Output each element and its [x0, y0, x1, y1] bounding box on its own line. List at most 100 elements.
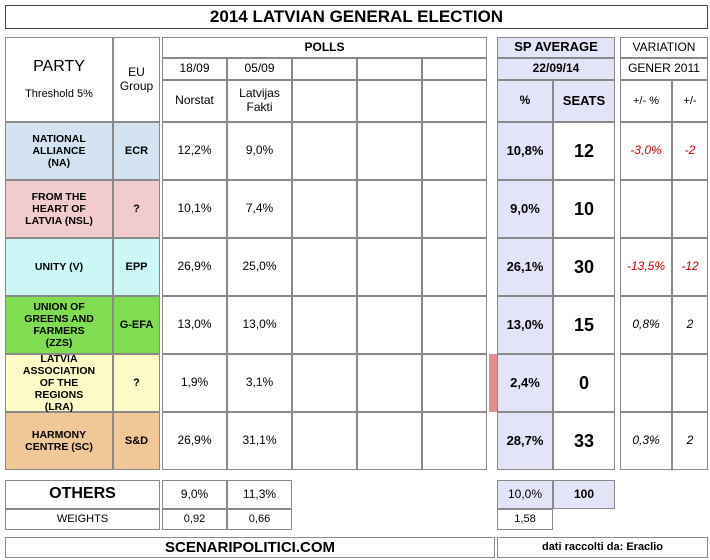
- party-name: LATVIA ASSOCIATION OF THE REGIONS (LRA): [5, 353, 113, 413]
- poll-value: 1,9%: [162, 354, 227, 412]
- poll-value: 26,9%: [162, 238, 227, 296]
- poll-value: [292, 122, 357, 180]
- var-seats: -12: [672, 238, 708, 296]
- pct-header: %: [497, 80, 553, 122]
- poll-value: 13,0%: [227, 296, 292, 354]
- seats-value: 30: [553, 238, 615, 296]
- var-pct: [620, 180, 672, 238]
- footer-credit: dati raccolti da: Eraclio: [497, 537, 708, 558]
- title: 2014 LATVIAN GENERAL ELECTION: [5, 5, 708, 29]
- party-name: UNION OF GREENS AND FARMERS (ZZS): [5, 296, 113, 354]
- var-seats: 2: [672, 412, 708, 470]
- avg-value: 13,0%: [497, 296, 553, 354]
- others-avg: 10,0%: [497, 480, 553, 509]
- pollster: [422, 80, 487, 122]
- var-pct-header: +/- %: [620, 80, 672, 122]
- variation-base: GENER 2011: [620, 58, 708, 80]
- seats-value: 33: [553, 412, 615, 470]
- avg-value: 10,8%: [497, 122, 553, 180]
- poll-value: 25,0%: [227, 238, 292, 296]
- weight: 0,66: [227, 509, 292, 530]
- eu-group: ?: [113, 180, 160, 238]
- var-pct: [620, 354, 672, 412]
- poll-value: [422, 122, 487, 180]
- others-poll: 11,3%: [227, 480, 292, 509]
- party-name: NATIONAL ALLIANCE (NA): [5, 122, 113, 180]
- poll-value: 26,9%: [162, 412, 227, 470]
- poll-value: 12,2%: [162, 122, 227, 180]
- poll-date: [357, 58, 422, 80]
- var-pct: 0,3%: [620, 412, 672, 470]
- eu-group: G-EFA: [113, 296, 160, 354]
- poll-value: 10,1%: [162, 180, 227, 238]
- poll-value: [357, 122, 422, 180]
- poll-value: [292, 412, 357, 470]
- seats-value: 12: [553, 122, 615, 180]
- eu-group: ?: [113, 354, 160, 412]
- others-label: OTHERS: [5, 480, 160, 509]
- poll-value: [422, 354, 487, 412]
- var-pct: 0,8%: [620, 296, 672, 354]
- party-label: PARTY: [33, 57, 85, 75]
- poll-date: 05/09: [227, 58, 292, 80]
- avg-value: 9,0%: [497, 180, 553, 238]
- poll-value: [292, 180, 357, 238]
- variation-header: VARIATION: [620, 37, 708, 58]
- poll-value: 13,0%: [162, 296, 227, 354]
- poll-value: [292, 238, 357, 296]
- sp-date: 22/09/14: [497, 58, 615, 80]
- var-seats: [672, 354, 708, 412]
- eu-group: S&D: [113, 412, 160, 470]
- poll-value: [422, 238, 487, 296]
- poll-value: 3,1%: [227, 354, 292, 412]
- var-pct: -3,0%: [620, 122, 672, 180]
- poll-value: [357, 412, 422, 470]
- weight: 1,58: [497, 509, 553, 530]
- poll-value: [292, 354, 357, 412]
- seats-header: SEATS: [553, 80, 615, 122]
- avg-value: 2,4%: [497, 354, 553, 412]
- party-header: PARTY Threshold 5%: [5, 37, 113, 122]
- avg-value: 28,7%: [497, 412, 553, 470]
- poll-date: [292, 58, 357, 80]
- avg-value: 26,1%: [497, 238, 553, 296]
- pollster: [357, 80, 422, 122]
- poll-value: [422, 180, 487, 238]
- pollster: Norstat: [162, 80, 227, 122]
- poll-value: 9,0%: [227, 122, 292, 180]
- poll-value: 7,4%: [227, 180, 292, 238]
- others-poll: 9,0%: [162, 480, 227, 509]
- sp-average-header: SP AVERAGE: [497, 37, 615, 58]
- party-name: UNITY (V): [5, 238, 113, 296]
- poll-value: [357, 354, 422, 412]
- poll-value: [357, 238, 422, 296]
- var-seats-header: +/-: [672, 80, 708, 122]
- var-seats: -2: [672, 122, 708, 180]
- eu-group: ECR: [113, 122, 160, 180]
- poll-value: [357, 296, 422, 354]
- threshold-label: Threshold 5%: [25, 88, 93, 101]
- eu-group-header: EU Group: [113, 37, 160, 122]
- footer-site: SCENARIPOLITICI.COM: [5, 537, 495, 558]
- poll-value: [292, 296, 357, 354]
- pollster: Latvijas Fakti: [227, 80, 292, 122]
- poll-value: [357, 180, 422, 238]
- others-seats: 100: [553, 480, 615, 509]
- var-pct: -13,5%: [620, 238, 672, 296]
- pollster: [292, 80, 357, 122]
- polls-header: POLLS: [162, 37, 487, 58]
- seats-value: 15: [553, 296, 615, 354]
- threshold-marker: [489, 354, 497, 412]
- poll-date: 18/09: [162, 58, 227, 80]
- var-seats: [672, 180, 708, 238]
- weight: 0,92: [162, 509, 227, 530]
- poll-value: [422, 412, 487, 470]
- seats-value: 0: [553, 354, 615, 412]
- var-seats: 2: [672, 296, 708, 354]
- poll-value: 31,1%: [227, 412, 292, 470]
- party-name: HARMONY CENTRE (SC): [5, 412, 113, 470]
- eu-group: EPP: [113, 238, 160, 296]
- poll-date: [422, 58, 487, 80]
- weights-label: WEIGHTS: [5, 509, 160, 530]
